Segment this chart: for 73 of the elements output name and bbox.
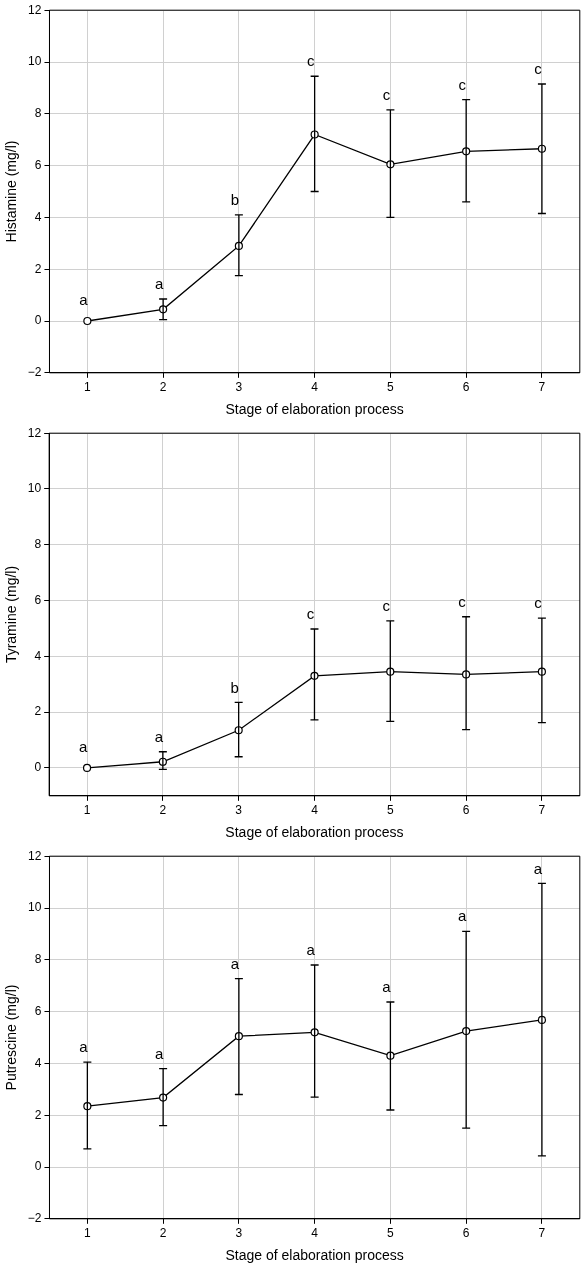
x-tick-label: 2: [159, 803, 167, 818]
y-tick-label: 2: [34, 261, 42, 276]
x-tick-label: 7: [538, 380, 546, 395]
y-tick-label: 0: [34, 313, 42, 328]
annotation: a: [382, 978, 392, 996]
annotation: c: [534, 60, 543, 78]
annotation: a: [79, 1038, 89, 1056]
x-tick-label: 3: [235, 380, 243, 395]
y-tick-label: 10: [27, 481, 42, 496]
x-tick-label: 4: [311, 803, 319, 818]
y-tick-label: 8: [34, 106, 42, 121]
x-tick-label: 3: [235, 803, 243, 818]
x-tick-label: 2: [159, 380, 167, 395]
annotation: a: [79, 291, 89, 309]
y-tick-label: −2: [27, 365, 42, 380]
x-tick-label: 1: [83, 803, 91, 818]
y-axis-title: Putrescine (mg/l): [3, 984, 20, 1091]
x-axis-title: Stage of elaboration process: [225, 401, 404, 418]
x-tick-label: 4: [311, 1226, 319, 1241]
annotation: a: [230, 954, 240, 972]
y-tick-label: 2: [34, 704, 42, 719]
y-tick-label: 10: [28, 54, 42, 69]
y-tick-label: 12: [27, 425, 42, 440]
point: [83, 316, 92, 326]
y-tick-label: 12: [28, 2, 42, 17]
y-axis-title: Histamine (mg/l): [3, 140, 20, 243]
annotation: a: [306, 941, 316, 959]
x-tick-label: 1: [84, 1226, 92, 1241]
y-tick-label: 4: [34, 209, 42, 224]
annotation: c: [458, 75, 467, 93]
x-tick-label: 5: [387, 1226, 395, 1241]
y-tick-label: 6: [34, 157, 42, 172]
y-tick-label: 10: [28, 900, 42, 915]
annotation: c: [458, 592, 467, 610]
annotation: c: [306, 605, 315, 623]
y-tick-label: 4: [34, 648, 42, 663]
y-tick-label: 8: [34, 537, 42, 552]
annotation: c: [382, 86, 391, 104]
y-tick-label: 0: [34, 760, 42, 775]
x-tick-label: 2: [159, 1226, 167, 1241]
annotation: b: [230, 678, 239, 696]
x-tick-label: 7: [538, 803, 546, 818]
annotation: c: [534, 594, 543, 612]
annotation: a: [154, 727, 164, 745]
x-tick-label: 7: [538, 1226, 546, 1241]
annotation: b: [230, 190, 240, 208]
x-tick-label: 3: [235, 1226, 243, 1241]
x-tick-label: 6: [462, 1226, 470, 1241]
y-tick-label: −2: [27, 1211, 42, 1226]
annotation: a: [533, 859, 543, 877]
y-tick-label: 6: [34, 592, 42, 607]
y-tick-label: 12: [28, 848, 42, 863]
x-tick-label: 6: [462, 803, 470, 818]
point: [82, 763, 92, 773]
y-tick-label: 6: [34, 1003, 42, 1018]
y-tick-label: 2: [34, 1107, 42, 1122]
annotation: c: [382, 597, 391, 615]
y-tick-label: 8: [34, 952, 42, 967]
x-tick-label: 5: [386, 803, 394, 818]
x-tick-label: 6: [462, 380, 470, 395]
y-tick-label: 4: [34, 1055, 42, 1070]
annotation: a: [78, 738, 88, 756]
x-axis-title: Stage of elaboration process: [225, 824, 404, 841]
y-axis-title: Tyramine (mg/l): [3, 565, 20, 664]
y-tick-label: 0: [34, 1159, 42, 1174]
annotation: a: [457, 907, 467, 925]
x-tick-label: 1: [84, 380, 92, 395]
annotation: a: [154, 275, 164, 293]
annotation: c: [306, 52, 315, 70]
x-tick-label: 4: [311, 380, 319, 395]
annotation: a: [154, 1044, 164, 1062]
x-tick-label: 5: [387, 380, 395, 395]
x-axis-title: Stage of elaboration process: [225, 1247, 404, 1264]
